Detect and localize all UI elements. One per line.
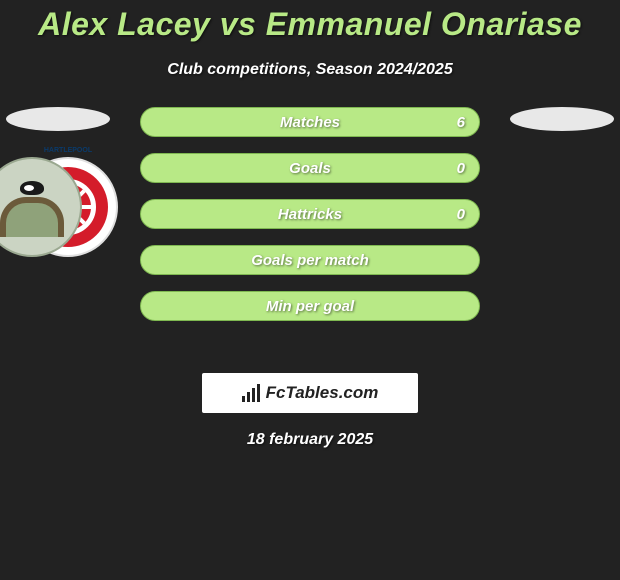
source-logo: FcTables.com bbox=[202, 373, 418, 413]
stat-bar-goals: Goals 0 bbox=[140, 153, 480, 183]
stat-label: Hattricks bbox=[278, 206, 342, 223]
logo-text: FcTables.com bbox=[242, 383, 379, 403]
logo-label: FcTables.com bbox=[266, 383, 379, 403]
stat-bar-gpm: Goals per match bbox=[140, 245, 480, 275]
stat-label: Goals bbox=[289, 160, 331, 177]
bird-icon bbox=[20, 181, 44, 195]
stat-value: 0 bbox=[457, 160, 465, 177]
stat-label: Goals per match bbox=[251, 252, 369, 269]
stat-label: Min per goal bbox=[266, 298, 354, 315]
crest-text-icon: HARTLEPOOL bbox=[20, 147, 116, 154]
right-shadow-oval bbox=[510, 107, 614, 131]
bar-chart-icon bbox=[242, 384, 260, 402]
stat-bar-mpg: Min per goal bbox=[140, 291, 480, 321]
left-shadow-oval bbox=[6, 107, 110, 131]
infographic-date: 18 february 2025 bbox=[0, 431, 620, 449]
stat-bar-matches: Matches 6 bbox=[140, 107, 480, 137]
page-subtitle: Club competitions, Season 2024/2025 bbox=[0, 61, 620, 79]
stat-value: 6 bbox=[457, 114, 465, 131]
stat-value: 0 bbox=[457, 206, 465, 223]
comparison-content: HARTLEPOOL Matches 6 Goals 0 Hattricks 0… bbox=[0, 107, 620, 367]
page-title: Alex Lacey vs Emmanuel Onariase bbox=[0, 0, 620, 43]
arch-icon bbox=[0, 197, 64, 237]
stat-label: Matches bbox=[280, 114, 340, 131]
stat-bars: Matches 6 Goals 0 Hattricks 0 Goals per … bbox=[140, 107, 480, 337]
stat-bar-hattricks: Hattricks 0 bbox=[140, 199, 480, 229]
